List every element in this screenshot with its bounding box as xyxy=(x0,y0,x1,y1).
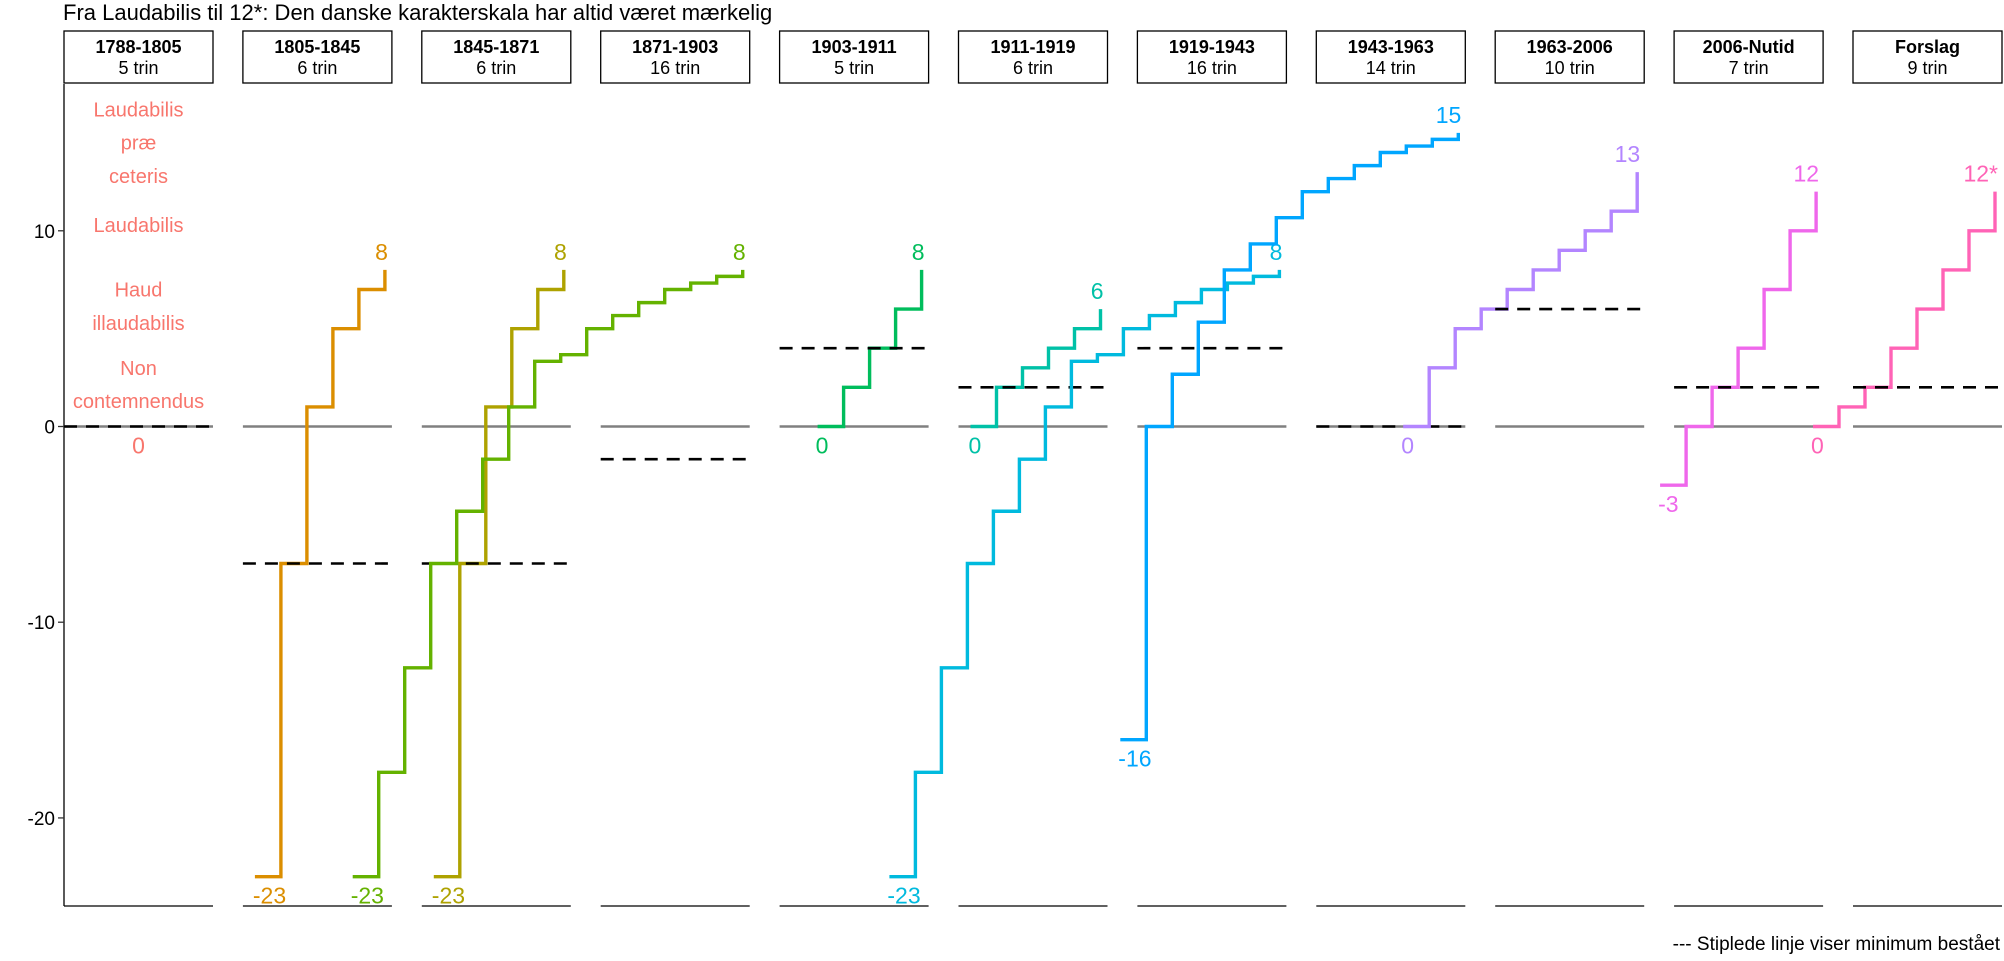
panel-strip xyxy=(63,30,214,84)
panel-period-label: 2006-Nutid xyxy=(1703,37,1795,57)
panel-period-label: 1788-1805 xyxy=(95,37,181,57)
grade-step-line xyxy=(1403,172,1639,429)
grade-name-label: Laudabilis xyxy=(93,99,183,121)
panel-strip xyxy=(957,30,1109,84)
panel-strip xyxy=(600,30,751,84)
value-label: -23 xyxy=(432,883,465,909)
panel-period-label: 1963-2006 xyxy=(1527,37,1613,57)
panel-steps-label: 14 trin xyxy=(1366,58,1416,78)
panel-strip xyxy=(778,30,930,84)
grade-name-label: Haud xyxy=(115,280,163,302)
panel-period-label: 1805-1845 xyxy=(274,37,360,57)
value-label: 0 xyxy=(1811,433,1824,459)
panel-period-label: 1845-1871 xyxy=(453,37,539,57)
panel-steps-label: 16 trin xyxy=(1187,58,1237,78)
chart-title: Fra Laudabilis til 12*: Den danske karak… xyxy=(63,0,773,25)
value-label: 6 xyxy=(1091,278,1104,304)
value-label: 8 xyxy=(733,239,746,265)
panel-steps-label: 5 trin xyxy=(834,58,874,78)
chart-caption: --- Stiplede linje viser minimum bestået xyxy=(1672,934,2000,955)
panel-period-label: 1871-1903 xyxy=(632,37,718,57)
grade-name-label: illaudabilis xyxy=(92,313,184,335)
panel-strip xyxy=(1852,30,2003,84)
panel-steps-label: 10 trin xyxy=(1545,58,1595,78)
value-label: 8 xyxy=(375,239,388,265)
panel-strip xyxy=(421,30,572,84)
value-label: 8 xyxy=(912,239,925,265)
value-label: 0 xyxy=(1401,433,1414,459)
value-label: 0 xyxy=(816,433,829,459)
panel-period-label: Forslag xyxy=(1895,37,1960,57)
panel-strip xyxy=(1673,30,1824,84)
y-tick-label: -20 xyxy=(28,809,55,830)
grade-name-label: præ xyxy=(121,133,157,155)
value-label: -23 xyxy=(253,883,286,909)
value-label: 0 xyxy=(132,433,145,459)
grade-step-line xyxy=(889,269,1282,879)
y-tick-label: 10 xyxy=(34,222,55,243)
panel-strip xyxy=(242,30,393,84)
y-tick-label: 0 xyxy=(44,418,55,439)
grade-name-label: Laudabilis xyxy=(93,215,183,237)
grade-name-label: contemnendus xyxy=(73,391,204,413)
panel-strip xyxy=(1494,30,1645,84)
grade-name-label: ceteris xyxy=(109,166,168,188)
panel-period-label: 1919-1943 xyxy=(1169,37,1255,57)
value-label: -16 xyxy=(1118,746,1151,772)
grade-step-line xyxy=(1120,132,1460,742)
value-label: -23 xyxy=(351,883,384,909)
value-label: 12* xyxy=(1963,161,1998,187)
value-label: 13 xyxy=(1615,141,1641,167)
panel-steps-label: 9 trin xyxy=(1907,58,1947,78)
grade-name-label: Non xyxy=(120,358,157,380)
grade-step-line xyxy=(1813,191,1997,429)
value-label: 12 xyxy=(1794,161,1820,187)
y-tick-label: -10 xyxy=(28,613,55,634)
value-label: 15 xyxy=(1436,102,1462,128)
panel-strip xyxy=(1315,30,1466,84)
value-label: 8 xyxy=(554,239,567,265)
panel-steps-label: 6 trin xyxy=(476,58,516,78)
value-label: 0 xyxy=(969,433,982,459)
panel-period-label: 1943-1963 xyxy=(1348,37,1434,57)
value-label: -23 xyxy=(887,883,920,909)
grade-step-line xyxy=(352,269,745,879)
panel-period-label: 1911-1919 xyxy=(990,37,1075,57)
panel-period-label: 1903-1911 xyxy=(812,37,897,57)
panel-steps-label: 7 trin xyxy=(1729,58,1769,78)
panel-steps-label: 5 trin xyxy=(118,58,158,78)
panel-steps-label: 6 trin xyxy=(1013,58,1053,78)
grade-step-line xyxy=(1660,191,1818,487)
panel-steps-label: 6 trin xyxy=(297,58,337,78)
panel-strip xyxy=(1136,30,1288,84)
grade-step-line xyxy=(970,309,1103,429)
panel-steps-label: 16 trin xyxy=(650,58,700,78)
grade-step-line xyxy=(254,269,387,879)
value-label: -3 xyxy=(1658,491,1678,517)
